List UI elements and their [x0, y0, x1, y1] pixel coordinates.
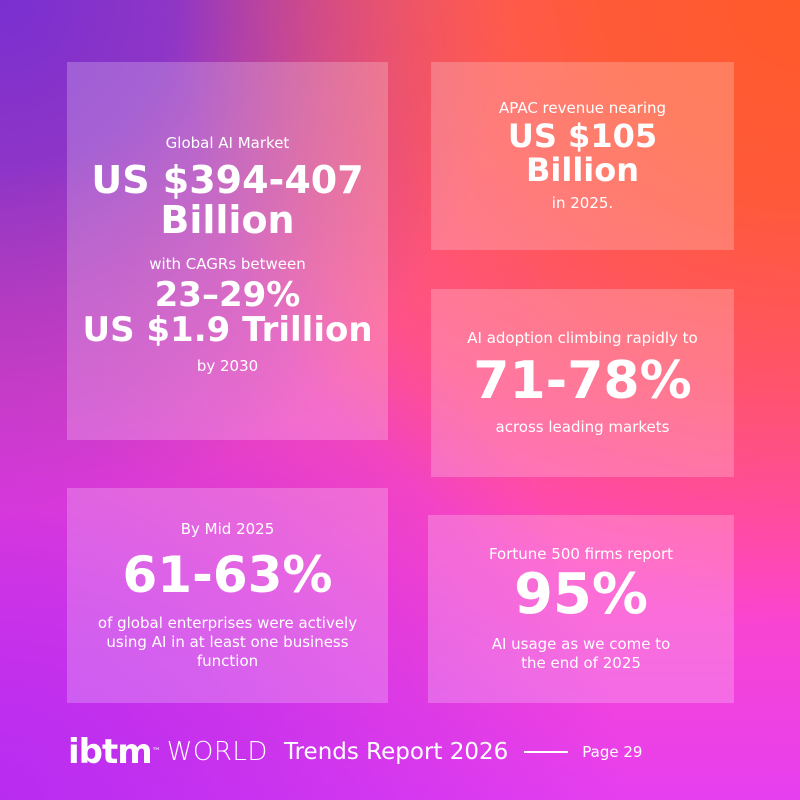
apac-value: US $105	[507, 117, 658, 156]
fortune-title: Fortune 500 firms report	[488, 545, 674, 564]
adoption-value: 71-78%	[473, 350, 692, 411]
global-ai-market-card: Global AI Market US $394-407 Billion wit…	[67, 62, 388, 440]
fortune-note-line1: AI usage as we come to	[491, 634, 671, 653]
apac-note: in 2025.	[551, 193, 614, 212]
trademark-mark: ™	[151, 747, 161, 757]
fortune-note-line2: the end of 2025	[521, 653, 641, 672]
world-wordmark: WORLD	[166, 737, 268, 767]
ibtm-logo: ibtm	[68, 732, 153, 772]
ai-adoption-card: AI adoption climbing rapidly to 71-78% a…	[431, 289, 734, 477]
global-market-subtitle: with CAGRs between	[149, 254, 306, 273]
global-market-unit: Billion	[160, 197, 295, 242]
mid-2025-note: of global enterprises were actively usin…	[97, 613, 358, 670]
footer: ibtm ™ WORLD Trends Report 2026 Page 29	[68, 730, 642, 774]
global-market-title: Global AI Market	[165, 133, 290, 152]
adoption-note: across leading markets	[495, 418, 670, 437]
footer-divider	[524, 751, 569, 753]
apac-revenue-card: APAC revenue nearing US $105 Billion in …	[431, 62, 734, 250]
mid-2025-value: 61-63%	[122, 546, 333, 605]
mid-2025-title: By Mid 2025	[180, 520, 275, 539]
global-market-cagr: 23–29%	[154, 274, 301, 315]
mid-2025-card: By Mid 2025 61-63% of global enterprises…	[67, 488, 388, 703]
fortune-value: 95%	[513, 562, 649, 628]
global-market-forecast: US $1.9 Trillion	[82, 310, 373, 351]
global-market-value: US $394-407	[91, 157, 364, 202]
page-number: Page 29	[582, 743, 643, 761]
report-title: Trends Report 2026	[283, 739, 509, 765]
apac-unit: Billion	[525, 151, 640, 189]
adoption-title: AI adoption climbing rapidly to	[467, 328, 698, 347]
fortune-500-card: Fortune 500 firms report 95% AI usage as…	[428, 515, 734, 703]
global-market-forecast-year: by 2030	[196, 357, 259, 376]
apac-title: APAC revenue nearing	[498, 99, 667, 118]
